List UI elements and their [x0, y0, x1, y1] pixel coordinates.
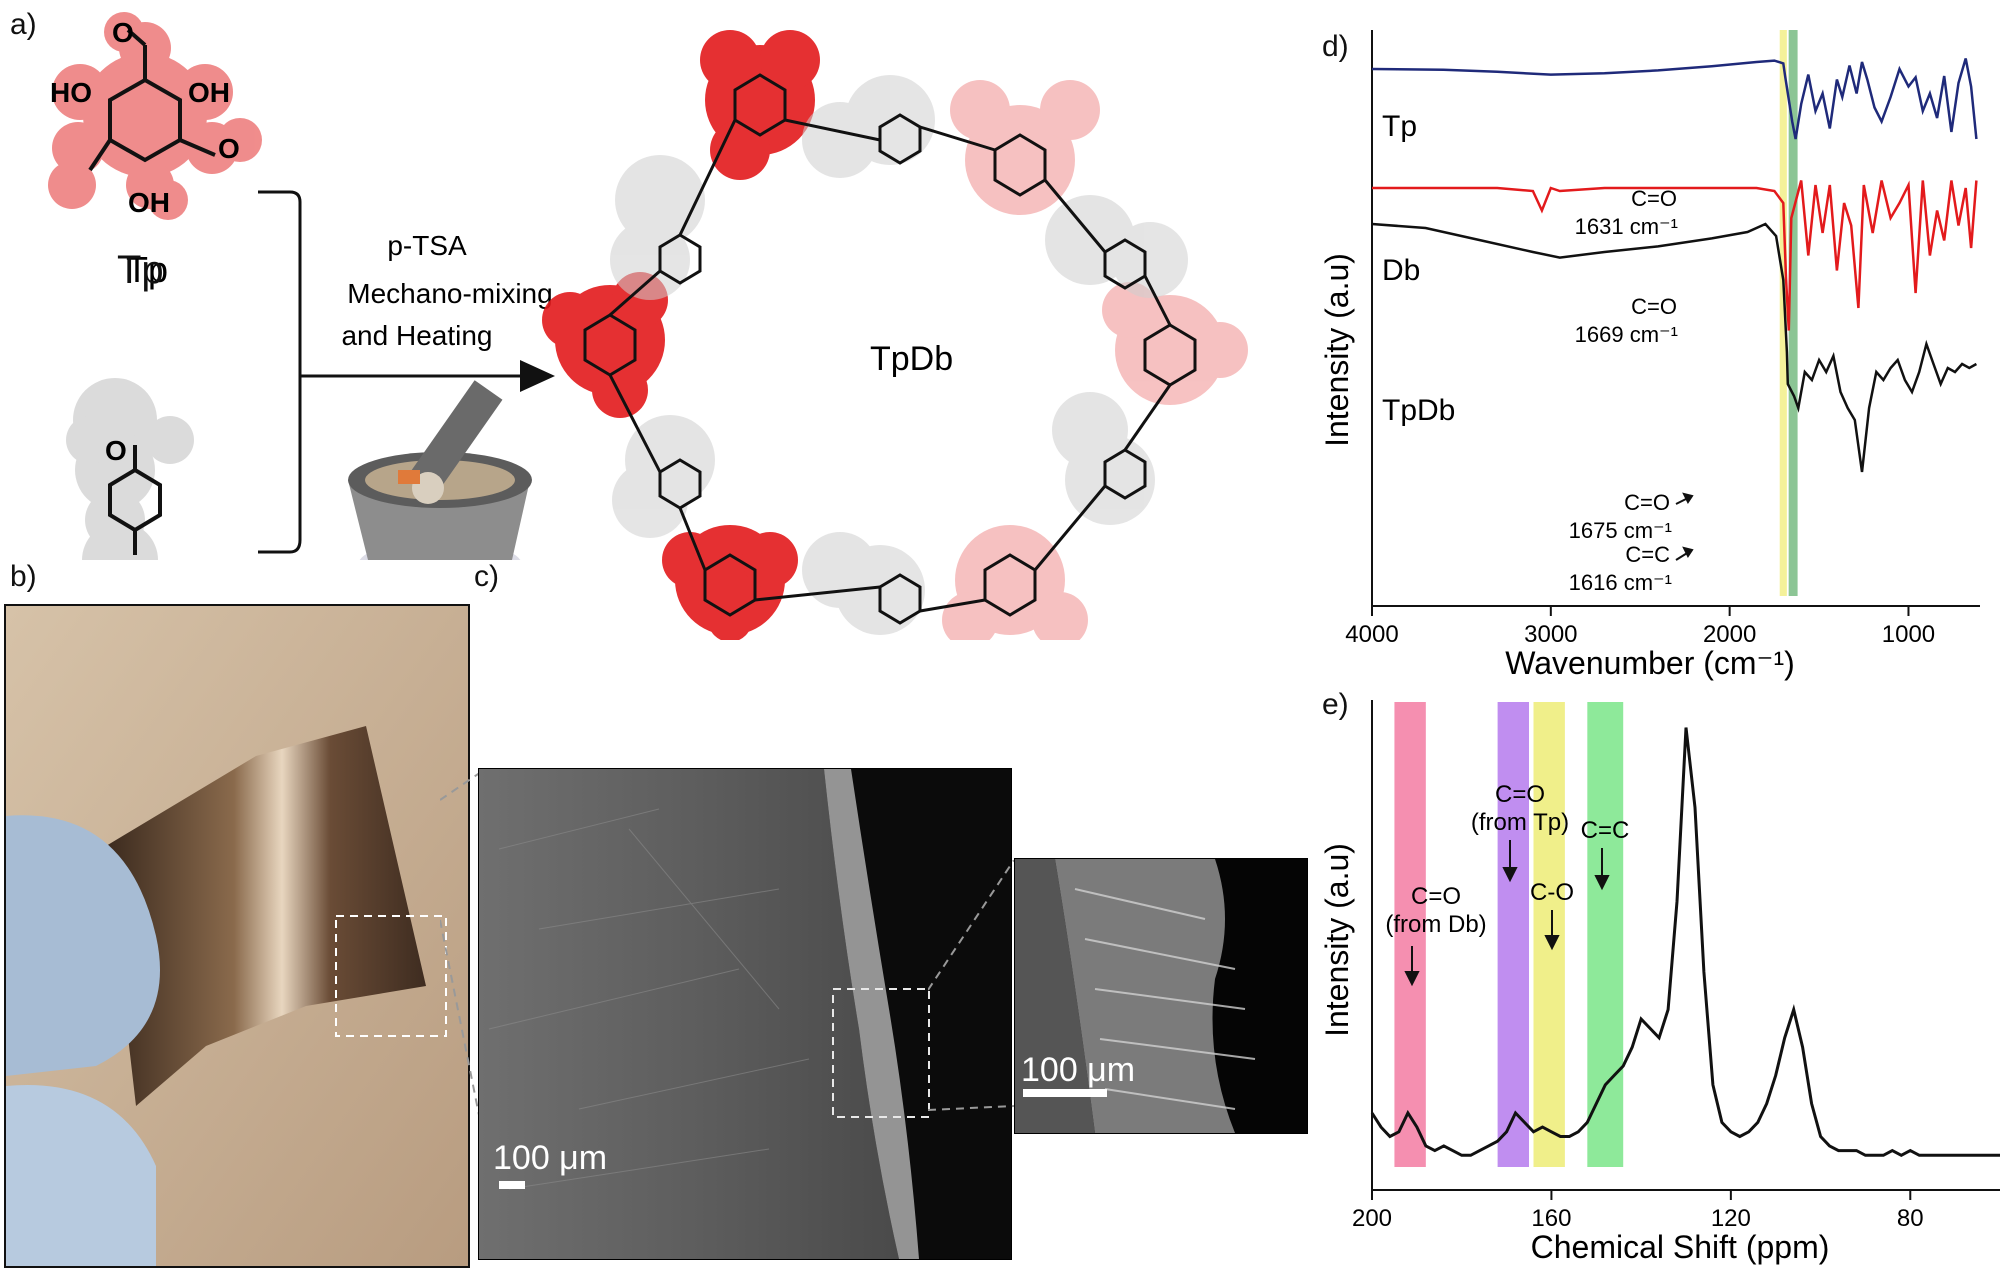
sem-image-main: 100 μm [478, 768, 1012, 1260]
tp-oh-bottom: OH [128, 187, 170, 218]
tp-oh-right: OH [188, 77, 230, 108]
ftir-line-db [1372, 180, 1978, 331]
ftir-line-tpdb [1371, 222, 1978, 473]
sem-inset-drawing: 100 μm [1015, 859, 1307, 1133]
tpdb-label: TpDb [870, 340, 953, 378]
ftir-annotation-arrows [1675, 492, 1694, 561]
tp-o-top: O [112, 17, 134, 48]
ftir-ann-1675-title: C=O [1624, 490, 1670, 515]
panel-label-b: b) [10, 560, 37, 593]
db-monomer: O O [66, 378, 194, 560]
panel-label-c: c) [474, 560, 499, 593]
tp-label: Tp [126, 249, 168, 290]
condition-3: and Heating [341, 320, 492, 351]
condition-1: p-TSA [387, 230, 467, 261]
sem-main-drawing: 100 μm [479, 769, 1011, 1259]
nmr-y-label: Intensity (a.u) [1320, 843, 1355, 1037]
ftir-series-label-tp: Tp [1382, 110, 1417, 143]
ftir-chart: 4000 3000 2000 1000 Intensity (a.u) Wavenum… [1320, 30, 1980, 681]
zoom-lines-c-inset [928, 860, 1015, 1111]
ftir-band-0 [1779, 30, 1787, 596]
panel-label-a: a) [10, 8, 37, 41]
nmr-band-2 [1533, 702, 1565, 1167]
nmr-line-0 [1370, 727, 2000, 1157]
sem-main-scale-label: 100 μm [493, 1139, 607, 1177]
reaction-scheme: O O HO OH OH Tp O O p-TSA Mechano-mixing… [48, 12, 555, 560]
nmr-band-0 [1394, 702, 1426, 1167]
ftir-ann-1631-title: C=O [1631, 186, 1677, 211]
ftir-ann-1675-value: 1675 cm⁻¹ [1569, 518, 1672, 543]
nmr-ann-tp-sub: (from Tp) [1471, 809, 1569, 836]
ftir-series-label-tpdb: TpDb [1382, 394, 1455, 427]
ftir-ann-1616-value: 1616 cm⁻¹ [1569, 570, 1672, 595]
tp-name: Tp [117, 248, 164, 292]
tp-ho-left: HO [50, 77, 92, 108]
ftir-ann-1669-value: 1669 cm⁻¹ [1575, 322, 1678, 347]
sem-inset-scale-label: 100 μm [1021, 1051, 1135, 1089]
nmr-x-label: Chemical Shift (ppm) [1531, 1229, 1830, 1265]
nmr-ann-db-sub: (from Db) [1385, 911, 1486, 938]
mortar-pestle-icon [348, 380, 532, 560]
nmr-ann-tp-title: C=O [1495, 781, 1545, 808]
panel-label-d: d) [1322, 30, 1349, 63]
nmr-chart: 200 160 120 80 Intensity (a.u) Chemical Shi… [1320, 700, 2000, 1265]
condition-2: Mechano-mixing [347, 278, 552, 309]
nmr-ann-co-title: C-O [1530, 879, 1574, 906]
ftir-y-label: Intensity (a.u) [1320, 253, 1355, 447]
nmr-x-tick-label-120: 120 [1711, 1205, 1751, 1232]
ftir-x-label: Wavenumber (cm⁻¹) [1505, 645, 1795, 681]
ftir-x-tick-label-2000: 2000 [1703, 621, 1756, 648]
nmr-x-tick-label-80: 80 [1897, 1205, 1924, 1232]
nmr-x-tick-label-200: 200 [1352, 1205, 1392, 1232]
ftir-ann-1669-title: C=O [1631, 294, 1677, 319]
film-photo [4, 604, 470, 1268]
ftir-x-tick-label-4000: 4000 [1345, 621, 1398, 648]
ftir-line-tp [1371, 58, 1978, 140]
nmr-band-3 [1587, 702, 1624, 1167]
ftir-series-label-db: Db [1382, 254, 1420, 287]
tp-o-right: O [218, 133, 240, 164]
nmr-annotation-arrows [1404, 840, 1610, 987]
panel-label-e: e) [1322, 688, 1349, 721]
zoom-lines-bc [440, 770, 485, 1141]
tpdb-framework: TpDb [542, 30, 1248, 640]
nmr-x-tick-label-160: 160 [1531, 1205, 1571, 1232]
ftir-x-tick-label-3000: 3000 [1524, 621, 1577, 648]
db-o-top: O [105, 435, 127, 466]
nmr-ann-db-title: C=O [1411, 883, 1461, 910]
nmr-band-1 [1497, 702, 1529, 1167]
sem-image-inset: 100 μm [1014, 858, 1308, 1134]
nmr-ann-cc-title: C=C [1581, 817, 1630, 844]
ftir-ann-1631-value: 1631 cm⁻¹ [1575, 214, 1678, 239]
tp-monomer: O O HO OH OH Tp [48, 12, 262, 290]
ftir-ann-1616-title: C=C [1625, 542, 1670, 567]
ftir-band-1 [1788, 30, 1798, 596]
ftir-x-tick-label-1000: 1000 [1882, 621, 1935, 648]
film-photo-drawing [6, 606, 468, 1266]
